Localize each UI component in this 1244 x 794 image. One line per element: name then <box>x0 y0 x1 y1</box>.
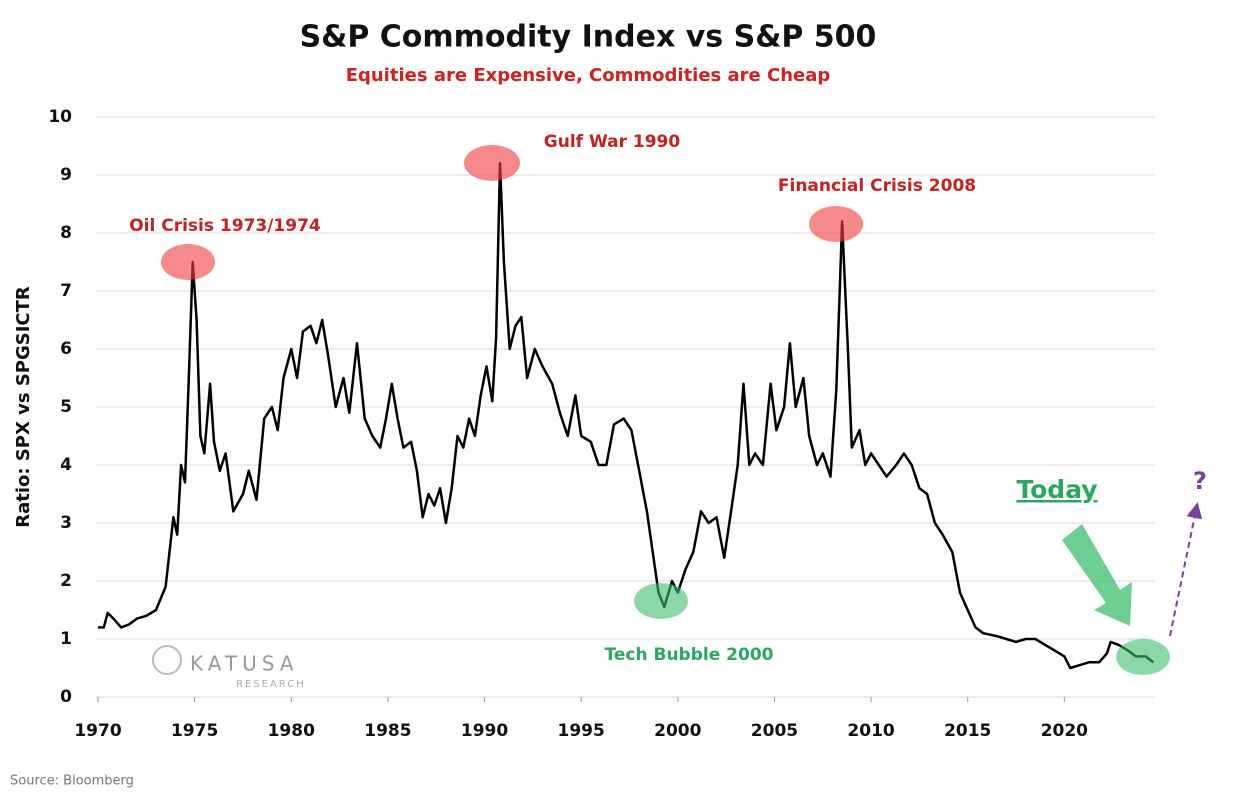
highlight <box>464 145 520 181</box>
annotation: Today <box>1016 475 1097 504</box>
watermark: KATUSA RESEARCH <box>152 645 306 690</box>
x-tick-label: 2010 <box>847 721 894 741</box>
x-tick-label: 1990 <box>461 721 508 741</box>
x-tick-label: 1980 <box>268 721 315 741</box>
x-tick-label: 2015 <box>944 721 991 741</box>
x-tick-label: 2020 <box>1041 721 1088 741</box>
annotation: Tech Bubble 2000 <box>605 645 774 665</box>
y-tick-label: 3 <box>60 513 72 533</box>
x-tick-label: 2005 <box>751 721 798 741</box>
y-tick-label: 8 <box>60 223 72 243</box>
y-axis-label: Ratio: SPX vs SPGSICTR <box>13 286 34 528</box>
data-line <box>98 162 1155 670</box>
source: Source: Bloomberg <box>10 774 134 789</box>
y-tick-label: 0 <box>60 687 72 707</box>
watermark-icon <box>152 645 182 675</box>
highlight <box>161 244 215 280</box>
y-tick-label: 1 <box>60 629 72 649</box>
y-tick-label: 7 <box>60 281 72 301</box>
x-tick-label: 2000 <box>654 721 701 741</box>
y-tick-label: 4 <box>60 455 72 475</box>
y-tick-label: 2 <box>60 571 72 591</box>
x-tick-label: 1970 <box>74 721 121 741</box>
x-tick-label: 1985 <box>364 721 411 741</box>
highlight <box>1116 639 1170 675</box>
x-tick-label: 1995 <box>558 721 605 741</box>
arrow <box>1169 502 1203 637</box>
watermark-text: KATUSA <box>190 652 299 676</box>
y-tick-label: 5 <box>60 397 72 417</box>
highlight <box>809 206 863 242</box>
annotation: Gulf War 1990 <box>544 132 681 152</box>
y-tick-label: 9 <box>60 165 72 185</box>
annotation: Oil Crisis 1973/1974 <box>129 216 321 236</box>
highlight <box>634 583 688 619</box>
chart-title: S&P Commodity Index vs S&P 500 <box>300 20 877 55</box>
watermark-text: RESEARCH <box>236 679 306 690</box>
x-tick-label: 1975 <box>171 721 218 741</box>
annotation: Financial Crisis 2008 <box>778 176 976 196</box>
chart-subtitle: Equities are Expensive, Commodities are … <box>346 65 831 86</box>
annotation: ? <box>1193 467 1207 495</box>
y-tick-label: 6 <box>60 339 72 359</box>
y-tick-label: 10 <box>48 107 72 127</box>
arrow <box>1062 524 1132 626</box>
